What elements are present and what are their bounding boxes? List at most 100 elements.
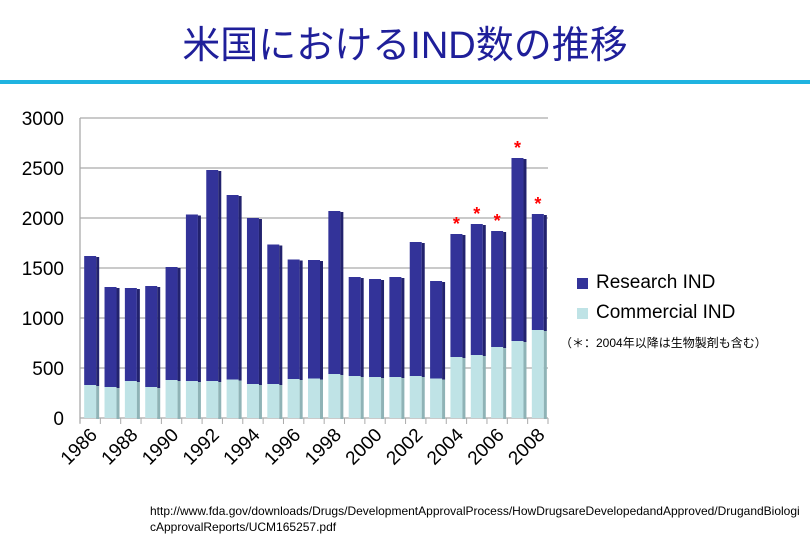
bar-side [401, 378, 405, 419]
bar-side [442, 282, 446, 380]
x-tick-label: 2008 [505, 425, 550, 470]
bar-commercial-ind [145, 387, 158, 418]
bar-side [523, 159, 527, 342]
bar-research-ind [165, 267, 178, 380]
bar-commercial-ind [328, 374, 341, 418]
legend-research: Research IND [577, 272, 715, 294]
x-tick-label: 1988 [98, 425, 143, 470]
bar-commercial-ind [511, 341, 524, 418]
bar-side [258, 385, 262, 419]
x-tick-label: 1992 [179, 425, 224, 470]
y-tick-label: 500 [32, 359, 64, 380]
bar-commercial-ind [430, 378, 443, 418]
bar-commercial-ind [531, 330, 544, 418]
bar-commercial-ind [226, 379, 239, 418]
bar-side [482, 225, 486, 356]
y-tick-label: 2500 [22, 159, 64, 180]
bar-side [218, 171, 222, 382]
bar-research-ind [389, 277, 402, 377]
bar-research-ind [308, 260, 320, 379]
legend-commercial: Commercial IND [577, 302, 735, 324]
bar-research-ind [287, 259, 300, 379]
bar-side [381, 378, 385, 419]
x-tick-label: 1990 [138, 425, 183, 470]
x-tick-label: 2000 [342, 425, 387, 470]
bar-side [177, 268, 181, 381]
bar-research-ind [369, 279, 382, 377]
bar-side [360, 377, 364, 419]
bar-research-ind [145, 286, 158, 387]
bar-side [238, 380, 242, 419]
asterisk-annotation: * [453, 214, 460, 234]
bar-commercial-ind [185, 381, 198, 418]
x-tick-label: 1996 [260, 425, 305, 470]
bar-side [340, 212, 344, 375]
bar-side [197, 215, 201, 382]
bar-side [279, 385, 283, 419]
bar-research-ind [84, 256, 97, 385]
bar-side [482, 356, 486, 419]
asterisk-annotation: * [534, 194, 541, 214]
bar-research-ind [246, 218, 259, 384]
bar-commercial-ind [104, 387, 117, 418]
bar-research-ind [409, 242, 422, 376]
bar-side [320, 379, 323, 419]
bar-research-ind [491, 231, 504, 347]
bar-side [421, 377, 425, 419]
asterisk-annotation: * [473, 204, 480, 224]
bar-side [197, 382, 201, 419]
legend-swatch-commercial [577, 307, 588, 319]
y-tick-label: 3000 [22, 109, 64, 130]
bar-commercial-ind [206, 381, 219, 418]
bar-commercial-ind [165, 380, 178, 418]
bar-side [177, 381, 181, 419]
bar-research-ind [450, 234, 463, 357]
bar-side [462, 235, 466, 358]
bar-side [340, 375, 344, 419]
bar-side [503, 348, 507, 419]
bar-research-ind [104, 287, 117, 387]
asterisk-annotation: * [494, 211, 501, 231]
bar-side [96, 386, 100, 419]
bar-commercial-ind [267, 384, 280, 418]
x-tick-label: 2002 [383, 425, 428, 470]
bar-commercial-ind [308, 378, 320, 418]
bar-side [157, 388, 161, 419]
bar-research-ind [348, 277, 361, 376]
bar-side [503, 232, 507, 348]
bar-side [218, 382, 222, 419]
bar-commercial-ind [348, 376, 361, 418]
y-tick-label: 0 [53, 409, 64, 430]
bar-commercial-ind [246, 384, 259, 418]
bar-side [543, 331, 547, 419]
x-tick-label: 1986 [57, 425, 102, 470]
bar-side [299, 380, 303, 419]
bar-research-ind [511, 158, 524, 341]
bar-research-ind [470, 224, 483, 355]
bar-side [320, 261, 323, 380]
bar-commercial-ind [369, 377, 382, 418]
bar-side [360, 278, 364, 377]
source-url[interactable]: http://www.fda.gov/downloads/Drugs/Devel… [150, 504, 800, 534]
bar-commercial-ind [491, 347, 504, 418]
asterisk-annotation: * [514, 138, 521, 158]
bar-side [299, 260, 303, 380]
x-tick-label: 2004 [423, 424, 468, 469]
x-tick-label: 1994 [220, 424, 265, 469]
bar-side [442, 379, 446, 419]
bar-commercial-ind [450, 357, 463, 418]
bar-side [96, 257, 100, 386]
bar-side [381, 280, 385, 378]
bar-commercial-ind [124, 381, 137, 418]
bar-side [238, 196, 242, 381]
title-divider [0, 80, 810, 84]
bar-research-ind [206, 170, 219, 381]
bar-side [136, 289, 140, 382]
bar-side [157, 287, 161, 388]
bar-side [523, 342, 527, 419]
y-tick-label: 1500 [22, 259, 64, 280]
bar-research-ind [124, 288, 137, 381]
bar-side [258, 219, 262, 385]
footnote: （＊：2004年以降は生物製剤も含む） [560, 336, 767, 350]
